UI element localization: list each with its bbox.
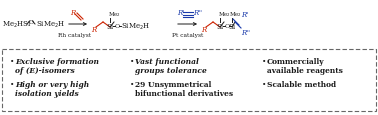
Text: High or very high: High or very high [15,80,89,88]
Text: Me$_2$: Me$_2$ [218,10,231,19]
Text: •: • [262,81,266,87]
Text: O: O [28,19,34,24]
Text: R'': R'' [193,9,202,17]
Text: •: • [10,59,14,64]
Text: Si: Si [107,23,113,31]
Text: R: R [91,26,96,34]
Text: •: • [10,81,14,87]
Text: R: R [70,9,75,17]
Text: Me$_2$: Me$_2$ [108,10,121,19]
Text: R': R' [241,11,248,19]
Text: SiMe$_2$H: SiMe$_2$H [36,20,65,30]
Text: R'': R'' [241,29,250,37]
Text: O: O [225,24,229,29]
Text: Si: Si [228,23,235,31]
Text: Scalable method: Scalable method [267,80,336,88]
Text: SiMe$_2$H: SiMe$_2$H [121,22,150,32]
Text: groups tolerance: groups tolerance [135,66,207,74]
Text: 29 Unsymmetrical: 29 Unsymmetrical [135,80,211,88]
Text: Si: Si [217,23,223,31]
Text: R: R [201,26,206,34]
Text: available reagents: available reagents [267,66,343,74]
Text: isolation yields: isolation yields [15,89,79,97]
Text: •: • [262,59,266,64]
Text: Me$_2$HSi: Me$_2$HSi [2,20,32,30]
Text: bifunctional derivatives: bifunctional derivatives [135,89,233,97]
Text: Commercially: Commercially [267,58,325,65]
Text: Me$_2$: Me$_2$ [229,10,242,19]
Text: Pt catalyst: Pt catalyst [172,33,204,38]
Text: Vast functional: Vast functional [135,58,199,65]
Text: •: • [130,59,134,64]
Text: Rh catalyst: Rh catalyst [59,33,91,38]
Text: R': R' [177,9,184,17]
Text: O: O [115,24,119,29]
Text: Exclusive formation: Exclusive formation [15,58,99,65]
Text: •: • [130,81,134,87]
Text: of (E)-isomers: of (E)-isomers [15,66,75,74]
